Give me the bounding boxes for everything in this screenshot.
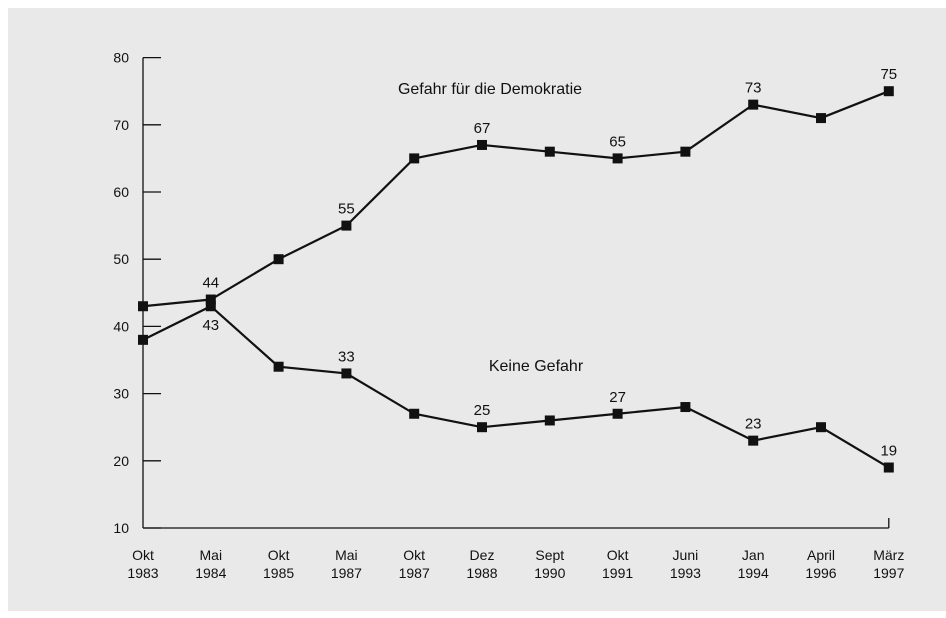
x-tick-label: 1987 [399, 565, 430, 581]
data-point-marker [883, 462, 894, 473]
series-line [142, 90, 890, 308]
data-label: 65 [609, 133, 626, 150]
data-label: 67 [474, 120, 491, 137]
x-tick-label: Okt [403, 547, 425, 563]
data-point-marker [816, 113, 826, 124]
y-tick-label: 30 [113, 386, 129, 402]
x-tick-label: Jan [742, 547, 765, 563]
y-tick-label: 20 [113, 453, 129, 469]
x-tick-label: 1993 [670, 565, 701, 581]
data-point-marker [612, 153, 623, 164]
axes [142, 57, 890, 529]
x-tick-label: April [807, 547, 835, 563]
x-tick-label: März [873, 547, 904, 563]
y-tick-label: 70 [113, 117, 129, 133]
line-chart: 10 20 30 40 50 60 70 80 Okt 1983 Mai 1984 Okt 1985 Ma… [113, 50, 904, 581]
data-point-marker [748, 435, 759, 446]
series-name-label: Keine Gefahr [489, 358, 584, 375]
data-point-marker [612, 408, 623, 419]
data-point-marker [544, 415, 555, 426]
data-label: 75 [880, 66, 897, 83]
x-tick-label: 1985 [263, 565, 294, 581]
chart-panel: 10 20 30 40 50 60 70 80 Okt 1983 Mai 1984 Okt 1985 Ma… [8, 8, 946, 611]
series-name-label: Gefahr für die Demokratie [398, 81, 582, 98]
data-label: 25 [474, 402, 491, 419]
data-point-marker [680, 402, 691, 413]
y-tick-label: 80 [113, 50, 129, 66]
series-keine-gefahr: 43 33 25 27 23 19 Keine Gefahr [138, 301, 897, 473]
x-tick-label: 1984 [195, 565, 226, 581]
y-tick-label: 50 [113, 251, 129, 267]
y-tick-label: 40 [113, 318, 129, 334]
data-point-marker [138, 301, 148, 312]
data-point-marker [273, 361, 284, 372]
data-label: 27 [609, 389, 626, 406]
data-point-marker [205, 294, 216, 305]
data-label: 23 [745, 416, 762, 433]
data-point-marker [273, 254, 284, 265]
data-point-marker [477, 422, 487, 433]
x-tick-label: Mai [335, 547, 358, 563]
x-tick-label: Mai [200, 547, 223, 563]
data-point-marker [544, 146, 555, 157]
x-axis-ticks: Okt 1983 Mai 1984 Okt 1985 Mai 1987 Okt 1987 Dez 19… [127, 547, 904, 581]
data-point-marker [341, 220, 352, 231]
data-point-marker [138, 334, 148, 345]
data-point-marker [883, 86, 894, 97]
x-tick-label: 1987 [331, 565, 362, 581]
data-label: 73 [745, 80, 762, 97]
x-tick-label: 1996 [805, 565, 836, 581]
x-tick-label: 1988 [466, 565, 497, 581]
x-tick-label: Okt [132, 547, 154, 563]
data-point-marker [205, 301, 216, 312]
data-point-marker [409, 153, 420, 164]
data-point-marker [680, 146, 691, 157]
data-label: 55 [338, 201, 355, 218]
series-gefahr: 44 55 67 65 73 75 Gefahr für die Demokratie [138, 66, 897, 312]
x-tick-label: 1991 [602, 565, 633, 581]
y-tick-label: 60 [113, 184, 129, 200]
y-axis-ticks: 10 20 30 40 50 60 70 80 [113, 50, 161, 536]
x-tick-label: 1983 [127, 565, 158, 581]
x-tick-label: 1997 [873, 565, 904, 581]
data-label: 44 [202, 275, 219, 292]
series-line [142, 304, 890, 469]
series-group: 44 55 67 65 73 75 Gefahr für die Demokratie 43 3… [138, 66, 897, 473]
x-tick-label: 1990 [534, 565, 565, 581]
data-label: 19 [880, 443, 897, 460]
data-point-marker [341, 368, 352, 379]
x-tick-label: Juni [673, 547, 699, 563]
x-tick-label: Sept [535, 547, 564, 563]
x-tick-label: Okt [268, 547, 290, 563]
data-point-marker [816, 422, 826, 433]
data-point-marker [748, 99, 759, 110]
data-point-marker [409, 408, 420, 419]
data-label: 33 [338, 348, 355, 365]
data-point-marker [477, 139, 487, 150]
x-tick-label: 1994 [738, 565, 769, 581]
x-tick-label: Okt [607, 547, 629, 563]
data-label: 43 [202, 317, 219, 334]
y-tick-label: 10 [113, 520, 129, 536]
x-tick-label: Dez [470, 547, 495, 563]
